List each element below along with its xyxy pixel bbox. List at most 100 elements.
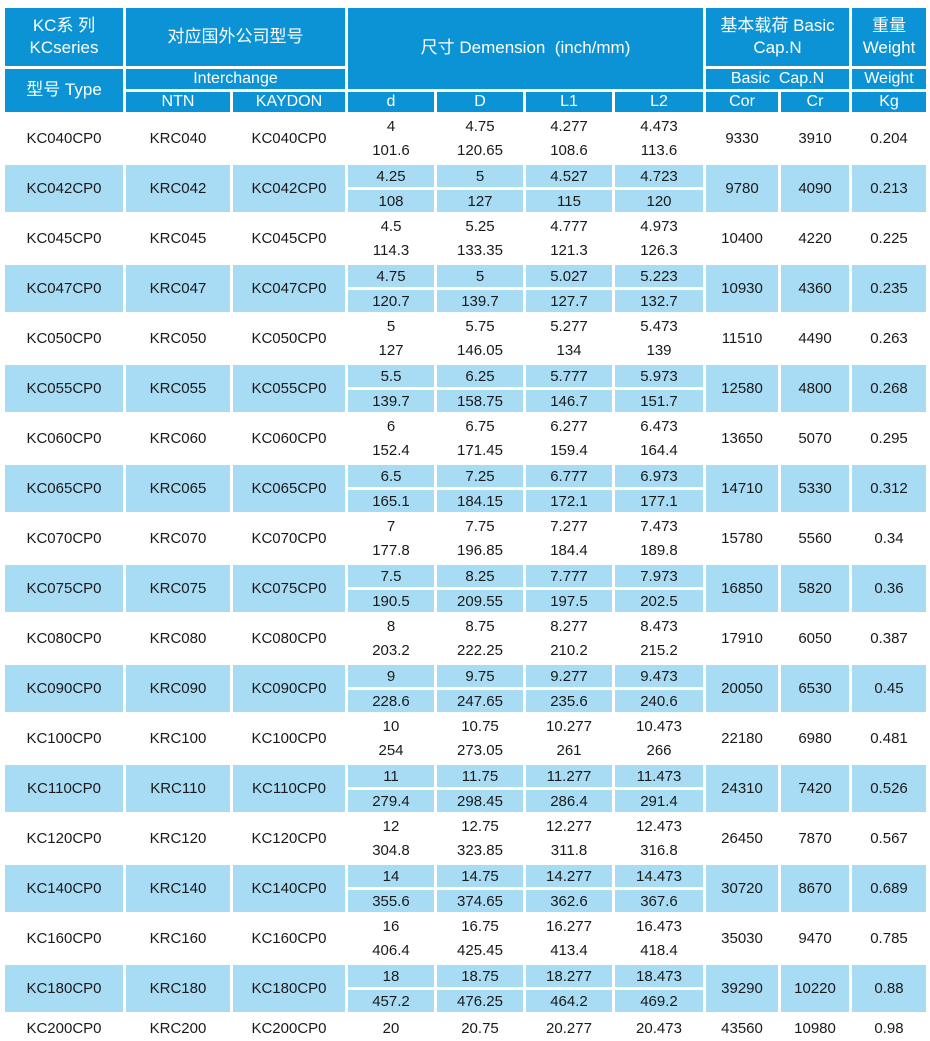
- dimension-value: 16.473: [615, 915, 703, 939]
- cell-cor: 20050: [706, 665, 778, 712]
- cell-model-type: KC042CP0: [5, 165, 123, 212]
- cell-model-type: KC055CP0: [5, 365, 123, 412]
- cell-kaydon: KC180CP0: [233, 965, 345, 1012]
- dimension-value: 12.277: [526, 815, 612, 839]
- cell-cor: 12580: [706, 365, 778, 412]
- cell-dim-d: 11 279.4: [348, 765, 434, 812]
- dimension-value: 228.6: [348, 690, 434, 712]
- header-weight-en: Weight: [862, 38, 916, 57]
- cell-kaydon: KC200CP0: [233, 1015, 345, 1041]
- cell-kg: 0.263: [852, 315, 926, 362]
- dimension-value: 20: [348, 1015, 434, 1041]
- header-basic-cap-line1: 基本载荷 Basic: [720, 15, 835, 35]
- cell-ntn: KRC040: [126, 115, 230, 162]
- cell-dim-D: 12.75 323.85: [437, 815, 523, 862]
- cell-kg: 0.481: [852, 715, 926, 762]
- cell-dim-D: 11.75 298.45: [437, 765, 523, 812]
- cell-dim-d: 16 406.4: [348, 915, 434, 962]
- cell-kaydon: KC070CP0: [233, 515, 345, 562]
- dimension-value: 10.277: [526, 715, 612, 739]
- dimension-value: 197.5: [526, 590, 612, 612]
- cell-ntn: KRC047: [126, 265, 230, 312]
- cell-dim-L1: 7.277 184.4: [526, 515, 612, 562]
- cell-ntn: KRC075: [126, 565, 230, 612]
- header-col-ntn: NTN: [126, 92, 230, 112]
- table-row: KC120CP0 KRC120 KC120CP0 12 304.8 12.75 32…: [5, 815, 926, 862]
- dimension-value: 11.473: [615, 765, 703, 787]
- cell-dim-L1: 7.777 197.5: [526, 565, 612, 612]
- dimension-value: 164.4: [615, 438, 703, 462]
- cell-kg: 0.88: [852, 965, 926, 1012]
- cell-ntn: KRC050: [126, 315, 230, 362]
- cell-dim-d: 4.75 120.7: [348, 265, 434, 312]
- cell-cor: 22180: [706, 715, 778, 762]
- cell-kg: 0.204: [852, 115, 926, 162]
- header-kc-series: KC系 列 KCseries: [5, 8, 123, 66]
- cell-model-type: KC045CP0: [5, 215, 123, 262]
- dimension-value: 7.277: [526, 515, 612, 539]
- cell-cor: 14710: [706, 465, 778, 512]
- dimension-value: 6.5: [348, 465, 434, 487]
- dimension-value: 323.85: [437, 838, 523, 862]
- cell-dim-L1: 12.277 311.8: [526, 815, 612, 862]
- dimension-value: 469.2: [615, 990, 703, 1012]
- cell-dim-L2: 8.473 215.2: [615, 615, 703, 662]
- dimension-value: 139.7: [348, 390, 434, 412]
- cell-dim-L1: 4.527 115: [526, 165, 612, 212]
- dimension-value: 7.973: [615, 565, 703, 587]
- cell-kaydon: KC160CP0: [233, 915, 345, 962]
- dimension-value: 115: [526, 190, 612, 212]
- dimension-value: 5: [437, 165, 523, 187]
- dimension-value: 4.777: [526, 215, 612, 239]
- cell-dim-d: 20: [348, 1015, 434, 1041]
- cell-model-type: KC080CP0: [5, 615, 123, 662]
- cell-ntn: KRC090: [126, 665, 230, 712]
- dimension-value: 139: [615, 338, 703, 362]
- cell-dim-L2: 20.473: [615, 1015, 703, 1041]
- header-col-cr: Cr: [781, 92, 849, 112]
- cell-dim-D: 14.75 374.65: [437, 865, 523, 912]
- dimension-value: 8.277: [526, 615, 612, 639]
- dimension-value: 11.75: [437, 765, 523, 787]
- dimension-value: 7.473: [615, 515, 703, 539]
- header-kc-series-cn: KC系 列: [32, 15, 96, 35]
- dimension-value: 5.277: [526, 315, 612, 339]
- dimension-value: 6.25: [437, 365, 523, 387]
- dimension-value: 196.85: [437, 538, 523, 562]
- cell-dim-d: 7.5 190.5: [348, 565, 434, 612]
- cell-dim-D: 8.25 209.55: [437, 565, 523, 612]
- dimension-value: 120.65: [437, 138, 523, 162]
- dimension-value: 413.4: [526, 938, 612, 962]
- cell-dim-D: 5.25 133.35: [437, 215, 523, 262]
- cell-model-type: KC070CP0: [5, 515, 123, 562]
- cell-dim-L2: 4.973 126.3: [615, 215, 703, 262]
- dimension-value: 189.8: [615, 538, 703, 562]
- dimension-value: 5.25: [437, 215, 523, 239]
- table-row: KC080CP0 KRC080 KC080CP0 8 203.2 8.75 222.…: [5, 615, 926, 662]
- dimension-value: 5.473: [615, 315, 703, 339]
- dimension-value: 5.973: [615, 365, 703, 387]
- dimension-value: 126.3: [615, 238, 703, 262]
- cell-dim-L1: 6.777 172.1: [526, 465, 612, 512]
- dimension-value: 8.75: [437, 615, 523, 639]
- dimension-value: 261: [526, 738, 612, 762]
- dimension-value: 114.3: [348, 238, 434, 262]
- header-col-cor: Cor: [706, 92, 778, 112]
- header-interchange-title: 对应国外公司型号: [126, 8, 345, 66]
- cell-kg: 0.312: [852, 465, 926, 512]
- dimension-value: 152.4: [348, 438, 434, 462]
- cell-dim-L2: 6.473 164.4: [615, 415, 703, 462]
- dimension-value: 9: [348, 665, 434, 687]
- header-col-kaydon: KAYDON: [233, 92, 345, 112]
- dimension-value: 4.75: [348, 265, 434, 287]
- cell-dim-D: 7.25 184.15: [437, 465, 523, 512]
- cell-dim-D: 8.75 222.25: [437, 615, 523, 662]
- cell-dim-L1: 4.777 121.3: [526, 215, 612, 262]
- dimension-value: 266: [615, 738, 703, 762]
- dimension-value: 20.277: [526, 1015, 612, 1041]
- cell-cor: 9330: [706, 115, 778, 162]
- dimension-value: 177.1: [615, 490, 703, 512]
- cell-cr: 7870: [781, 815, 849, 862]
- cell-dim-L2: 5.973 151.7: [615, 365, 703, 412]
- dimension-value: 4.527: [526, 165, 612, 187]
